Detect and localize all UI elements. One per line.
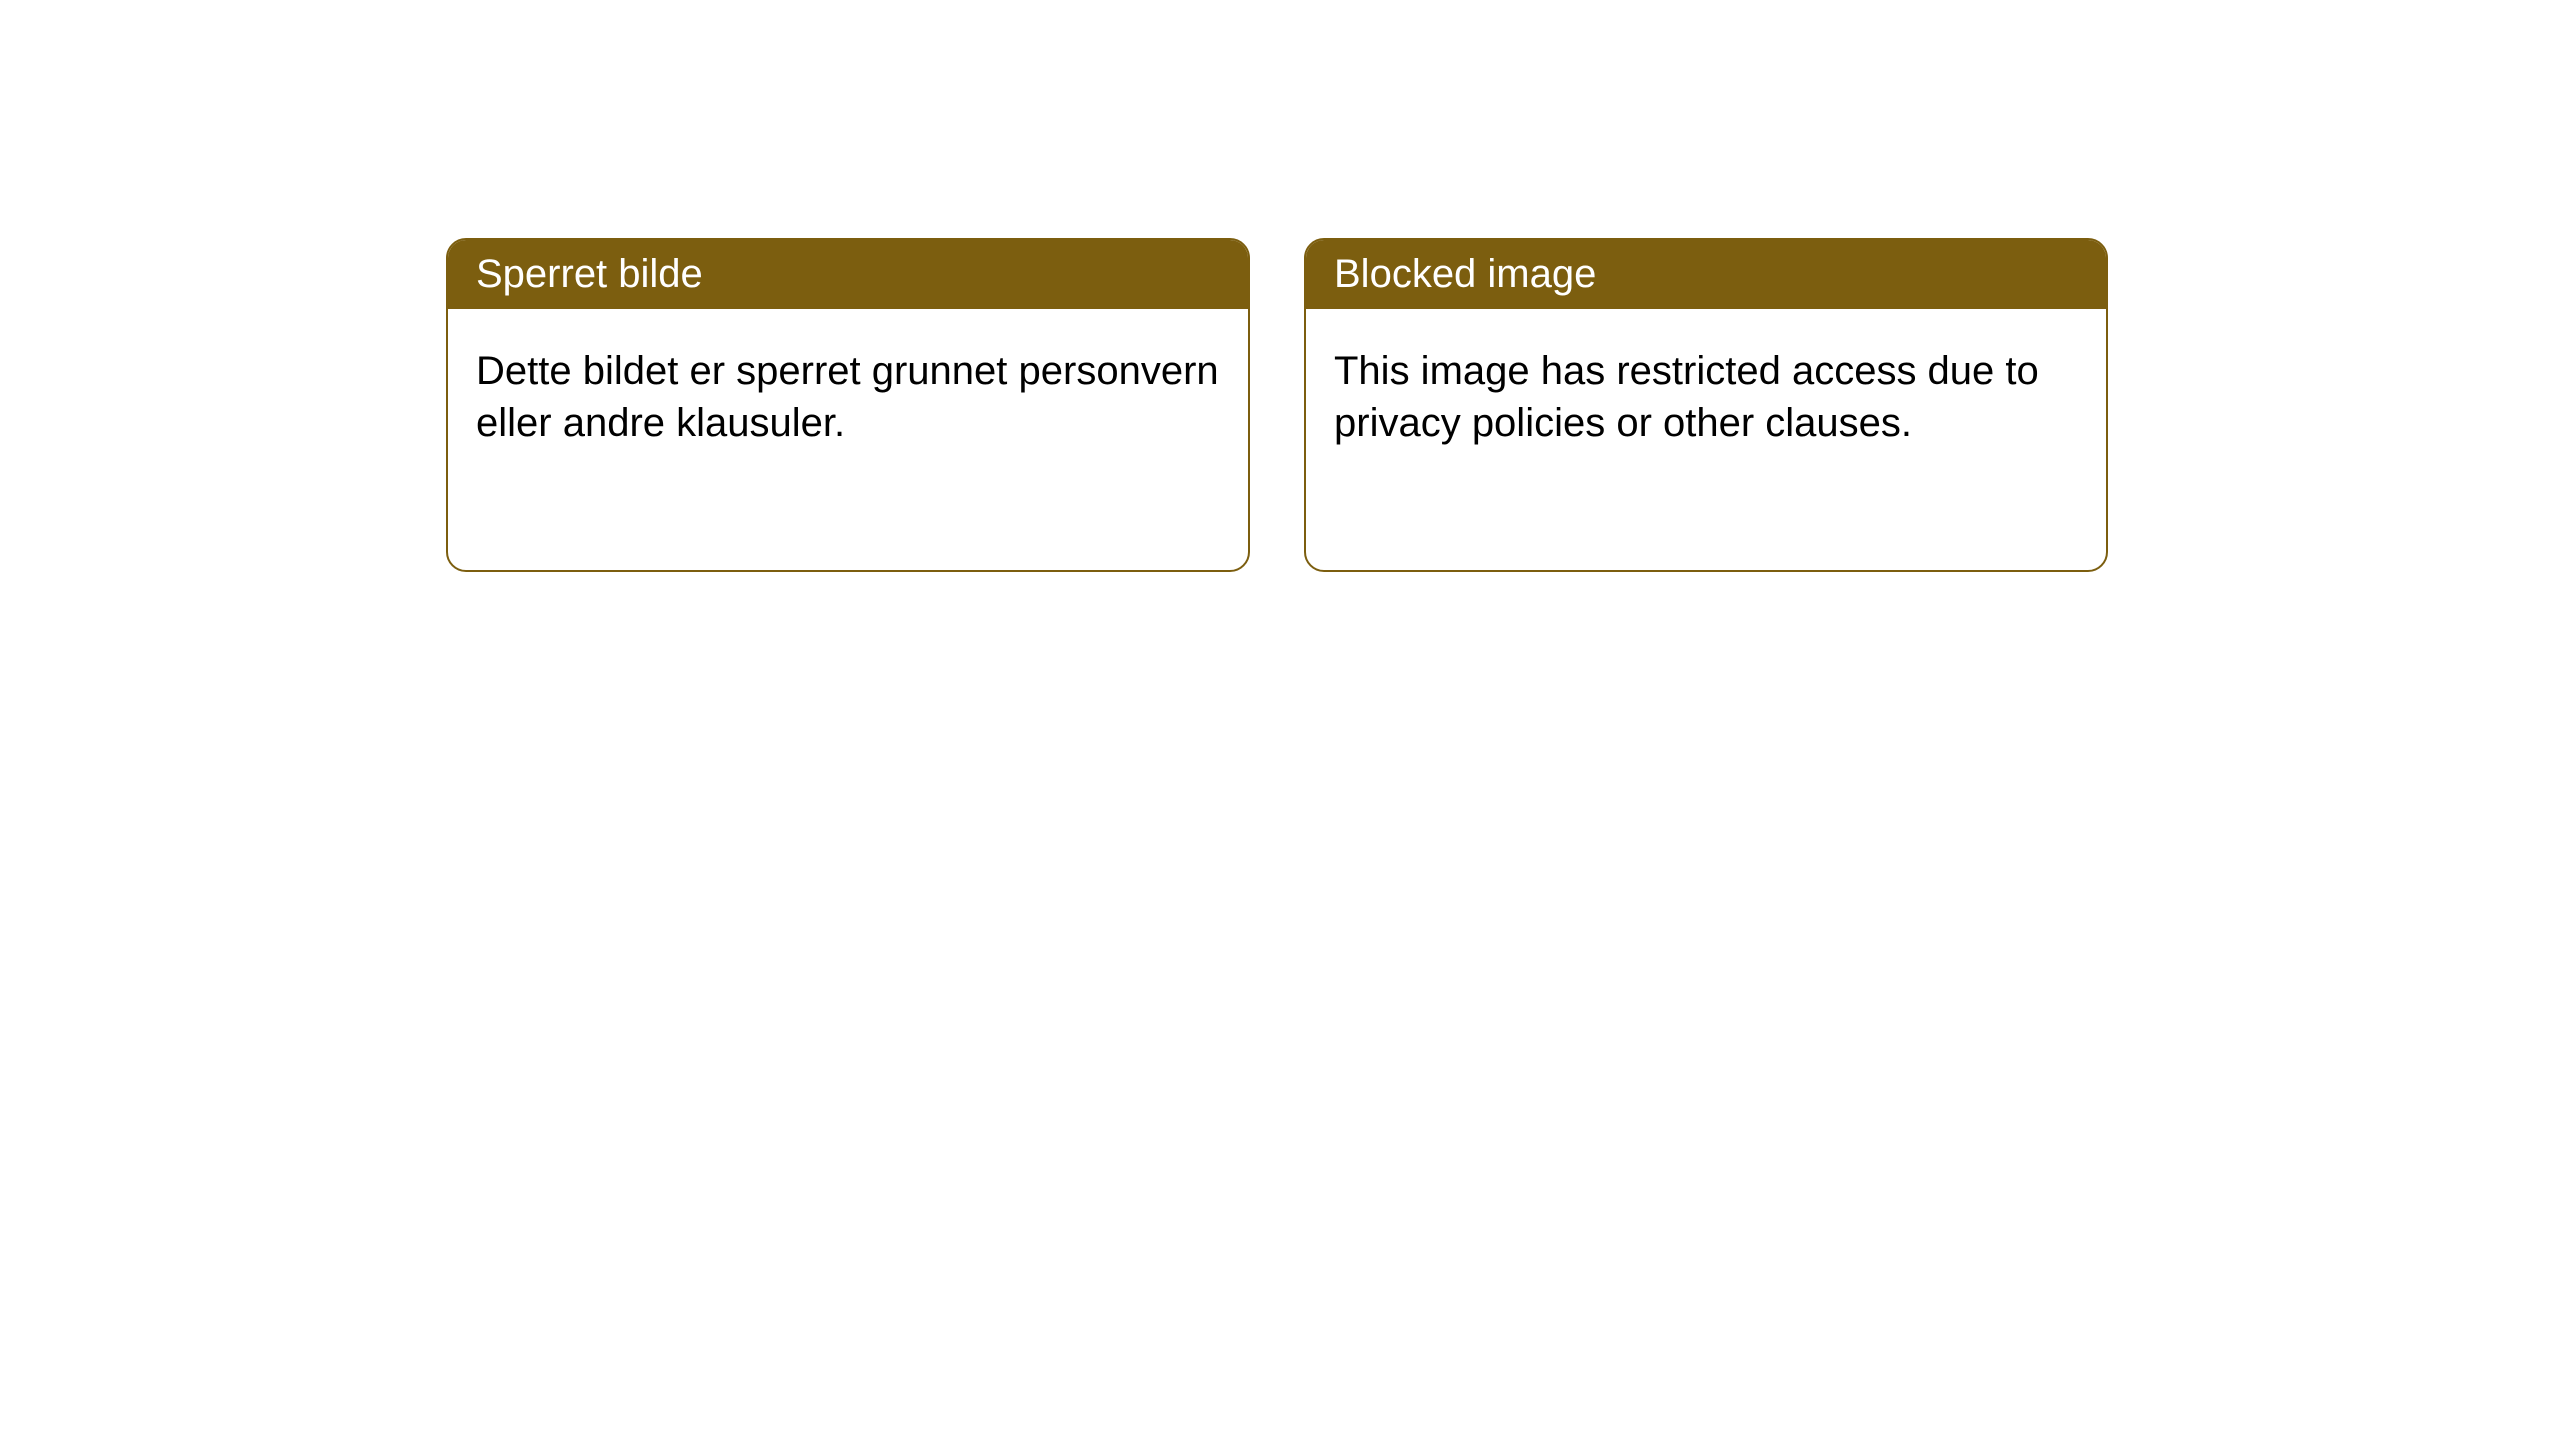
card-header: Sperret bilde	[448, 240, 1248, 309]
notice-container: Sperret bilde Dette bildet er sperret gr…	[0, 0, 2560, 572]
card-body-text: Dette bildet er sperret grunnet personve…	[476, 349, 1219, 445]
card-body: Dette bildet er sperret grunnet personve…	[448, 309, 1248, 485]
card-header: Blocked image	[1306, 240, 2106, 309]
notice-card-english: Blocked image This image has restricted …	[1304, 238, 2108, 572]
card-title: Blocked image	[1334, 252, 1596, 296]
notice-card-norwegian: Sperret bilde Dette bildet er sperret gr…	[446, 238, 1250, 572]
card-body-text: This image has restricted access due to …	[1334, 349, 2039, 445]
card-body: This image has restricted access due to …	[1306, 309, 2106, 485]
card-title: Sperret bilde	[476, 252, 703, 296]
